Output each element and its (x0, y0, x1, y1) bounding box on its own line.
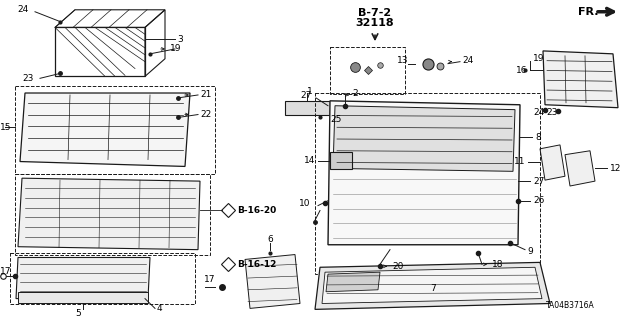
Polygon shape (315, 263, 550, 309)
Text: 17: 17 (204, 275, 216, 284)
Text: FR.: FR. (578, 7, 598, 17)
Text: 19: 19 (170, 44, 182, 54)
Text: 17: 17 (0, 267, 12, 276)
Text: 26: 26 (533, 196, 545, 205)
Polygon shape (540, 145, 565, 180)
Polygon shape (543, 51, 618, 108)
Text: 4: 4 (157, 304, 163, 313)
Text: 5: 5 (75, 309, 81, 318)
Polygon shape (245, 255, 300, 308)
Text: 2: 2 (352, 88, 358, 98)
Polygon shape (20, 93, 190, 167)
Text: 27: 27 (533, 177, 545, 186)
Text: 24: 24 (17, 5, 28, 14)
Text: 23: 23 (546, 108, 557, 117)
Polygon shape (333, 106, 515, 171)
Text: 21: 21 (200, 91, 211, 100)
Text: 11: 11 (513, 157, 525, 166)
Text: 19: 19 (533, 54, 545, 63)
Text: 13: 13 (397, 56, 408, 65)
Text: 9: 9 (527, 247, 532, 256)
Polygon shape (565, 151, 595, 186)
Bar (15, 174, 210, 255)
Text: 6: 6 (267, 235, 273, 244)
Text: 14: 14 (303, 156, 315, 165)
Polygon shape (18, 292, 148, 303)
Text: 7: 7 (430, 284, 436, 293)
Text: B-16-20: B-16-20 (237, 206, 276, 215)
Text: 8: 8 (535, 133, 541, 142)
Polygon shape (16, 257, 150, 299)
Text: 16: 16 (515, 66, 527, 75)
Polygon shape (322, 267, 542, 303)
Bar (10, 253, 195, 304)
Polygon shape (18, 178, 200, 250)
Text: 12: 12 (610, 164, 621, 173)
Text: 23: 23 (22, 74, 33, 83)
Text: 10: 10 (298, 199, 310, 208)
Text: 24: 24 (533, 108, 544, 117)
Bar (330, 47, 405, 94)
Polygon shape (328, 101, 520, 245)
Text: B-16-12: B-16-12 (237, 260, 276, 269)
Text: 25: 25 (330, 115, 341, 124)
Text: B-7-2: B-7-2 (358, 8, 392, 18)
Text: 3: 3 (177, 35, 183, 44)
Text: 27: 27 (301, 92, 312, 100)
Text: 18: 18 (492, 260, 504, 269)
Text: 24: 24 (462, 56, 473, 65)
Text: 1: 1 (307, 86, 313, 96)
Bar (315, 93, 540, 274)
Bar (15, 86, 215, 174)
Text: 22: 22 (200, 110, 211, 119)
Bar (285, 101, 330, 115)
Text: 32118: 32118 (356, 18, 394, 27)
Text: 15: 15 (0, 123, 12, 132)
Text: TA04B3716A: TA04B3716A (547, 301, 595, 310)
Text: 20: 20 (392, 262, 403, 271)
Bar (330, 152, 352, 169)
Polygon shape (326, 272, 380, 292)
